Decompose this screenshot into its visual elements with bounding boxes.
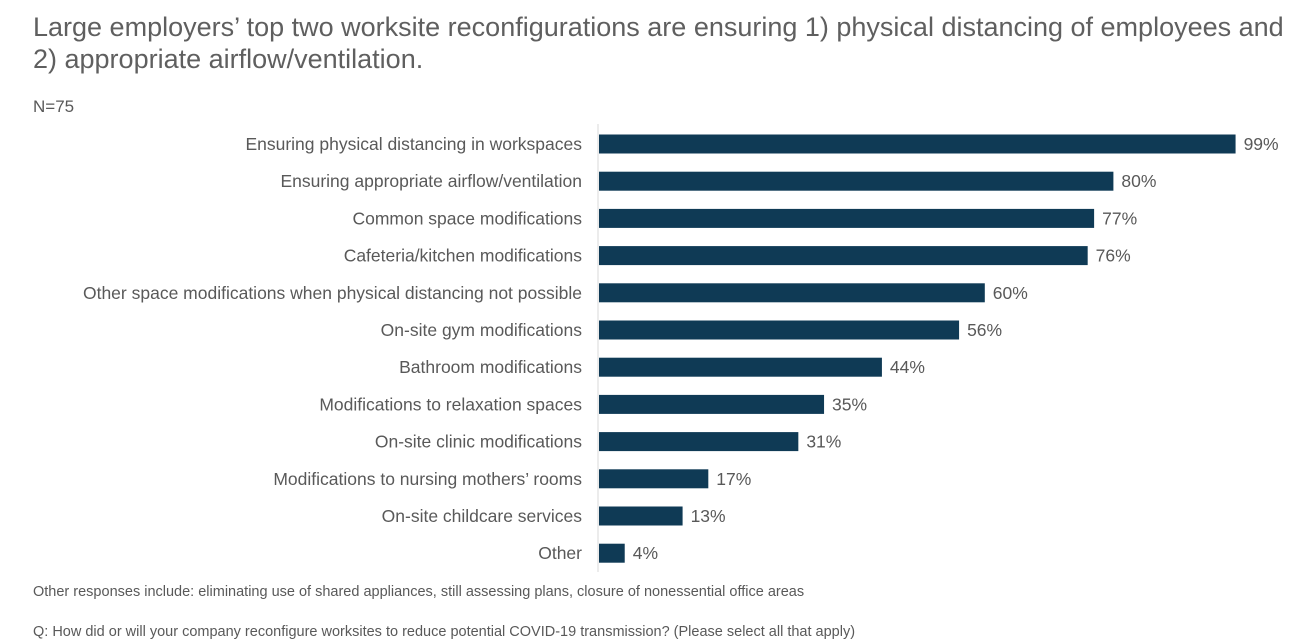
bar xyxy=(599,432,799,452)
bar xyxy=(599,171,1114,191)
footnote-question: Q: How did or will your company reconfig… xyxy=(33,624,856,640)
bar xyxy=(599,394,825,414)
value-label: 44% xyxy=(890,357,925,377)
sample-size-label: N=75 xyxy=(33,97,75,116)
value-label: 99% xyxy=(1244,134,1279,154)
bar xyxy=(599,357,882,377)
category-label: Common space modifications xyxy=(352,208,582,228)
category-label: Cafeteria/kitchen modifications xyxy=(344,246,583,266)
category-label: Other space modifications when physical … xyxy=(83,283,582,303)
category-label: Ensuring physical distancing in workspac… xyxy=(245,134,582,154)
category-label: Modifications to nursing mothers’ rooms xyxy=(273,469,582,489)
bar xyxy=(599,320,960,340)
value-label: 56% xyxy=(967,320,1002,340)
value-label: 60% xyxy=(993,283,1028,303)
category-label: Modifications to relaxation spaces xyxy=(319,394,582,414)
bar xyxy=(599,283,985,303)
value-label: 31% xyxy=(806,432,841,452)
bar xyxy=(599,543,625,563)
value-label: 17% xyxy=(716,469,751,489)
chart-title: Large employers’ top two worksite reconf… xyxy=(33,12,1284,74)
category-label: Ensuring appropriate airflow/ventilation xyxy=(280,171,582,191)
value-label: 35% xyxy=(832,394,867,414)
category-label: On-site childcare services xyxy=(382,506,583,526)
bars-group: Ensuring physical distancing in workspac… xyxy=(83,134,1279,563)
category-label: On-site gym modifications xyxy=(381,320,583,340)
bar xyxy=(599,208,1095,228)
bar xyxy=(599,134,1236,154)
category-label: On-site clinic modifications xyxy=(375,432,582,452)
bar xyxy=(599,469,709,489)
footnote-other-responses: Other responses include: eliminating use… xyxy=(33,584,805,600)
value-label: 80% xyxy=(1121,171,1156,191)
value-label: 13% xyxy=(691,506,726,526)
value-label: 4% xyxy=(633,543,658,563)
value-label: 76% xyxy=(1096,246,1131,266)
bar xyxy=(599,246,1088,266)
bar-chart: Ensuring physical distancing in workspac… xyxy=(83,124,1279,572)
category-label: Bathroom modifications xyxy=(399,357,582,377)
value-label: 77% xyxy=(1102,208,1137,228)
bar xyxy=(599,506,683,526)
category-label: Other xyxy=(538,543,582,563)
